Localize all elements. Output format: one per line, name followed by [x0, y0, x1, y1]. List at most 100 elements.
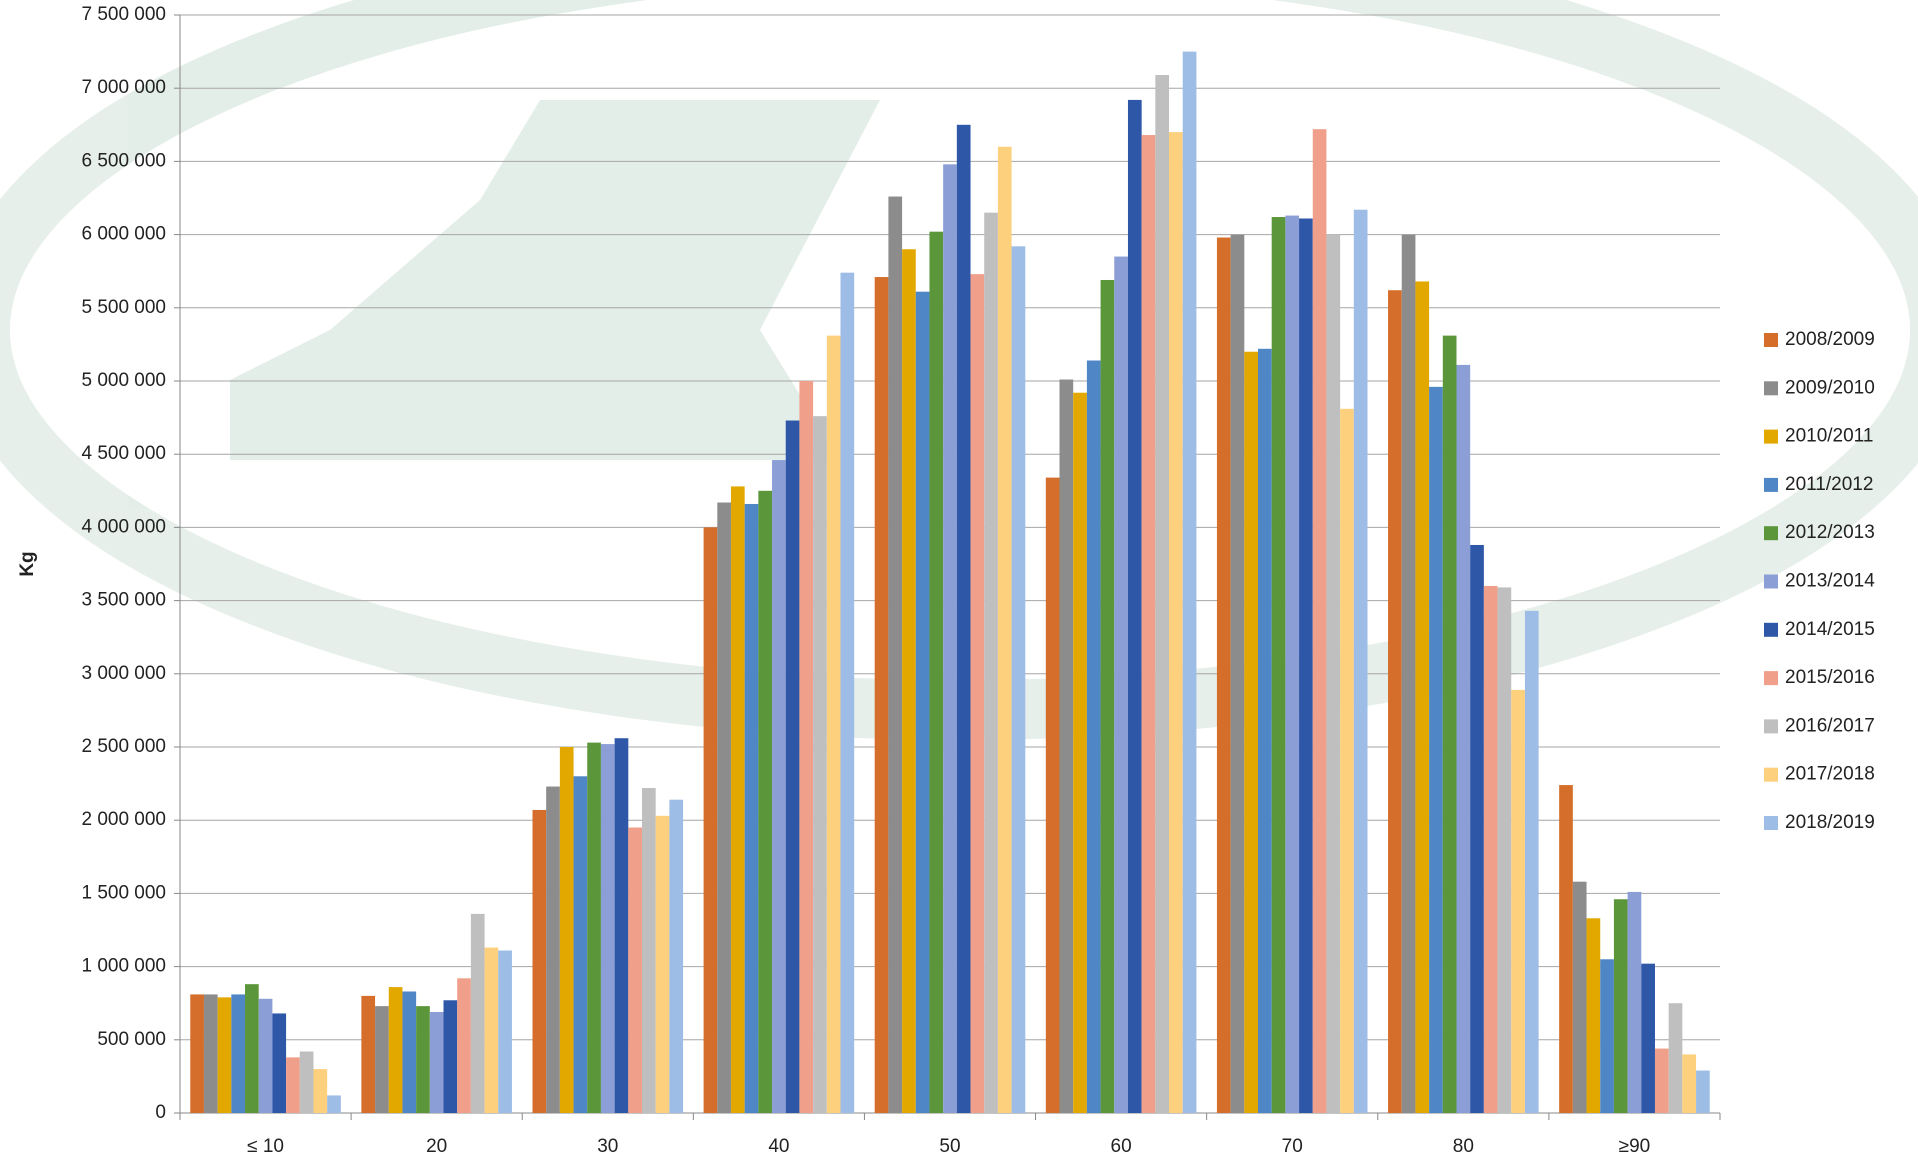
y-tick-label: 5 500 000	[81, 297, 166, 318]
bar	[1470, 544, 1484, 1113]
y-tick-label: 5 000 000	[81, 370, 166, 391]
bar	[1285, 215, 1300, 1113]
bar	[970, 274, 985, 1113]
y-tick-label: 7 500 000	[81, 4, 166, 25]
bar	[703, 527, 718, 1113]
y-tick-label: 500 000	[97, 1029, 166, 1050]
legend-label: 2012/2013	[1785, 522, 1875, 543]
y-axis-label: Kg	[17, 551, 38, 576]
x-tick-label: 20	[426, 1136, 447, 1157]
x-tick-label: 30	[597, 1136, 618, 1157]
legend-label: 2014/2015	[1785, 619, 1875, 640]
x-tick-label: 70	[1282, 1136, 1303, 1157]
y-tick-label: 1 000 000	[81, 956, 166, 977]
bar	[1641, 963, 1655, 1113]
bar	[457, 978, 471, 1113]
bar	[1155, 75, 1170, 1113]
bar	[217, 997, 232, 1113]
bar	[559, 747, 574, 1113]
bar	[361, 995, 376, 1113]
x-tick-label: 80	[1453, 1136, 1474, 1157]
bar	[840, 272, 855, 1113]
bar	[717, 502, 731, 1114]
bar	[299, 1051, 314, 1113]
bar	[587, 742, 601, 1113]
legend-swatch	[1764, 816, 1778, 830]
x-tick-label: ≥90	[1619, 1136, 1651, 1157]
y-tick-label: 3 000 000	[81, 663, 166, 684]
bar	[744, 503, 759, 1113]
bar	[758, 490, 773, 1113]
legend-swatch	[1764, 574, 1778, 589]
bar	[1141, 135, 1156, 1114]
bar	[1511, 689, 1525, 1113]
bar	[956, 124, 971, 1114]
bar	[1613, 899, 1628, 1113]
x-tick-label: ≤ 10	[247, 1136, 284, 1157]
bar	[443, 1000, 458, 1113]
bar	[1182, 51, 1197, 1114]
bar	[231, 994, 246, 1113]
bar	[874, 277, 889, 1113]
legend-label: 2009/2010	[1785, 377, 1875, 398]
bar	[669, 799, 684, 1113]
bar	[1216, 237, 1231, 1113]
bar	[813, 416, 827, 1113]
bar	[655, 815, 670, 1113]
bar	[1586, 918, 1601, 1113]
y-tick-label: 4 000 000	[81, 516, 166, 537]
bar	[203, 994, 218, 1113]
bar	[470, 913, 485, 1113]
bar	[1388, 290, 1402, 1113]
bar	[1073, 392, 1087, 1113]
x-tick-label: 50	[939, 1136, 960, 1157]
legend-label: 2013/2014	[1785, 571, 1875, 592]
legend-label: 2015/2016	[1785, 667, 1875, 688]
legend-swatch	[1764, 477, 1778, 492]
bar	[1045, 477, 1060, 1113]
bar	[1169, 132, 1183, 1113]
bar	[902, 249, 916, 1114]
y-tick-label: 4 500 000	[81, 443, 166, 464]
bar	[416, 1006, 430, 1113]
legend-swatch	[1764, 429, 1778, 444]
bar	[1230, 234, 1245, 1114]
bar	[614, 738, 629, 1113]
bar	[785, 420, 800, 1113]
legend-swatch	[1764, 719, 1778, 734]
bar	[1326, 234, 1341, 1114]
bar	[997, 146, 1012, 1113]
bar	[888, 196, 903, 1113]
bar	[1600, 959, 1614, 1113]
y-tick-label: 3 500 000	[81, 590, 166, 611]
legend-label: 2011/2012	[1785, 474, 1873, 495]
bar	[1696, 1070, 1710, 1113]
bar	[1299, 218, 1313, 1114]
legend-label: 2018/2019	[1785, 812, 1875, 833]
y-tick-label: 2 000 000	[81, 809, 166, 830]
bar	[1086, 360, 1101, 1113]
bar	[943, 164, 957, 1113]
bar	[1011, 246, 1026, 1113]
bar	[1127, 99, 1142, 1114]
bar	[272, 1013, 287, 1113]
bar	[730, 486, 745, 1114]
bar	[1312, 129, 1327, 1113]
bar	[628, 827, 642, 1113]
bar	[1559, 785, 1573, 1113]
bar	[1244, 351, 1258, 1114]
y-tick-label: 6 500 000	[81, 150, 166, 171]
legend-label: 2008/2009	[1785, 329, 1875, 350]
y-tick-label: 0	[155, 1102, 166, 1123]
bar	[286, 1057, 300, 1113]
bar	[375, 1006, 389, 1113]
bar	[1483, 585, 1498, 1113]
bar	[799, 381, 814, 1113]
legend-swatch	[1764, 767, 1778, 782]
bar	[1442, 335, 1457, 1114]
bar	[484, 947, 499, 1113]
bar	[1271, 217, 1286, 1114]
bar	[1401, 234, 1416, 1114]
